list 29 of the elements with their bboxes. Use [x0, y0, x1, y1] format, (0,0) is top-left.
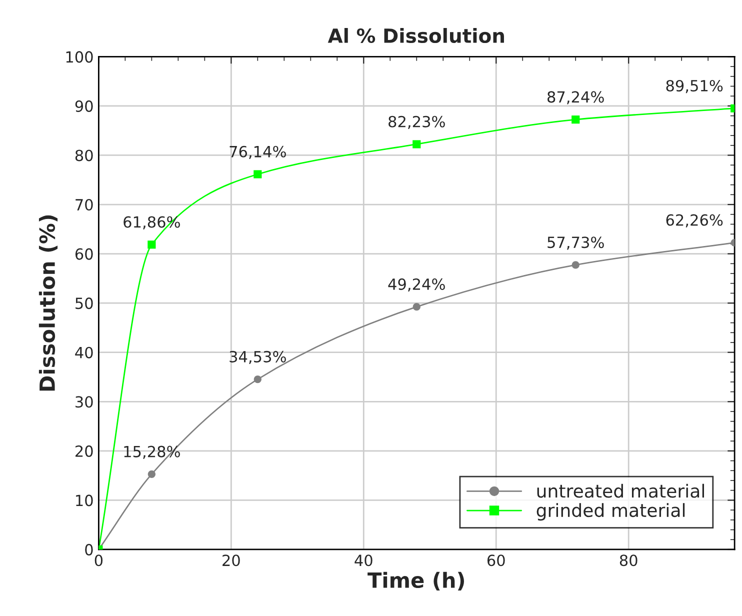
y-tick-label: 50	[76, 298, 93, 310]
y-tick-label: 0	[85, 544, 93, 556]
legend-label: grinded material	[536, 503, 685, 521]
data-label: 89,51%	[666, 80, 723, 94]
x-tick-label: 40	[354, 554, 372, 566]
data-label: 57,73%	[548, 236, 604, 250]
x-tick-label: 80	[620, 554, 638, 566]
data-label: 62,26%	[666, 214, 723, 228]
data-label: 34,53%	[230, 350, 286, 364]
y-tick-label: 40	[75, 346, 93, 358]
x-tick-label: 60	[487, 554, 505, 566]
y-tick-label: 10	[76, 494, 93, 506]
x-tick-label: 20	[222, 554, 240, 566]
x-tick-label: 0	[94, 554, 103, 566]
legend-label: untreated material	[537, 484, 704, 498]
y-axis-title: Dissolution (%)	[38, 215, 58, 391]
y-tick-label: 90	[75, 100, 93, 112]
y-tick-label: 20	[76, 445, 93, 457]
y-tick-label: 70	[76, 198, 93, 211]
y-tick-label: 100	[66, 51, 93, 63]
data-label: 49,24%	[388, 278, 445, 292]
data-label: 76,14%	[230, 146, 286, 159]
x-axis-title: Time (h)	[368, 572, 464, 590]
y-tick-label: 80	[75, 150, 93, 162]
data-label: 82,23%	[388, 116, 445, 129]
chart-title: Al % Dissolution	[328, 28, 504, 44]
y-tick-label: 30	[76, 396, 93, 408]
data-label: 87,24%	[548, 91, 604, 104]
y-tick-label: 60	[75, 248, 93, 260]
